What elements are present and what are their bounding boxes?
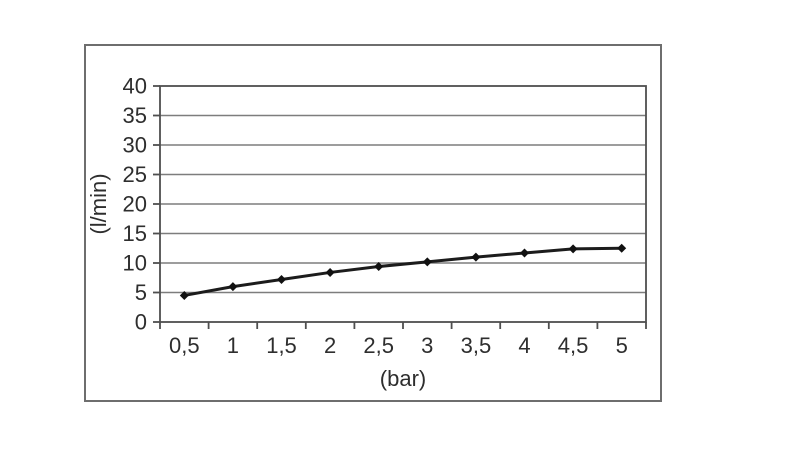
x-tick-label: 2,5 <box>363 333 394 358</box>
data-point-marker <box>228 282 238 292</box>
data-point-marker <box>325 267 335 277</box>
x-tick-label: 5 <box>616 333 628 358</box>
y-axis: 0 5 10 15 20 25 30 35 40 <box>123 74 160 335</box>
y-tick-label: 40 <box>123 74 147 99</box>
y-tick-label: 5 <box>135 280 147 305</box>
x-tick-label: 0,5 <box>169 333 200 358</box>
x-tick-label: 4,5 <box>558 333 589 358</box>
gridlines <box>160 114 646 294</box>
data-point-marker <box>277 275 286 285</box>
x-tick-label: 1,5 <box>266 333 297 358</box>
series-markers <box>179 243 627 300</box>
y-axis-title: (l/min) <box>86 173 111 234</box>
chart-frame <box>84 44 662 402</box>
x-tick-label: 1 <box>227 333 239 358</box>
y-tick-label: 15 <box>123 221 147 246</box>
y-tick-label: 0 <box>135 310 147 335</box>
series-line <box>182 246 624 297</box>
data-point-marker <box>471 252 481 262</box>
data-point-marker <box>568 244 578 254</box>
x-tick-label: 2 <box>324 333 336 358</box>
y-tick-label: 35 <box>123 103 147 128</box>
y-tick-label: 20 <box>123 192 147 217</box>
x-tick-label: 3 <box>421 333 433 358</box>
data-point-marker <box>374 262 384 272</box>
x-tick-label: 3,5 <box>461 333 492 358</box>
data-point-marker <box>422 257 432 267</box>
x-tick-label: 4 <box>518 333 530 358</box>
data-point-marker <box>617 243 627 253</box>
data-point-marker <box>520 248 529 258</box>
x-axis: 0,5 1 1,5 2 2,5 3 3,5 4 4,5 5 <box>159 322 647 358</box>
data-point-marker <box>179 290 189 300</box>
y-tick-label: 25 <box>123 162 147 187</box>
x-axis-title: (bar) <box>380 366 426 391</box>
y-tick-label: 30 <box>123 133 147 158</box>
y-tick-label: 10 <box>123 251 147 276</box>
